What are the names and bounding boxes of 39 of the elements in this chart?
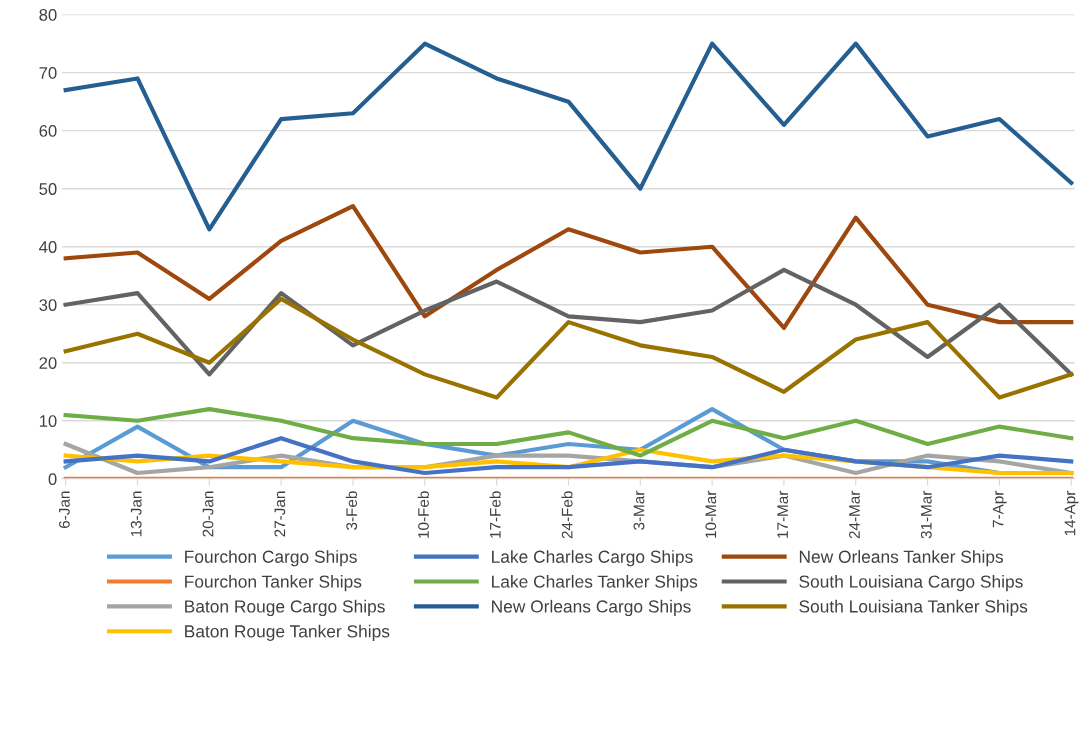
x-tick-label: 17-Mar — [777, 490, 789, 538]
x-tick-label: 3-Feb — [345, 491, 358, 530]
y-tick-label: 40 — [39, 241, 57, 253]
x-tick-label: 24-Mar — [849, 490, 860, 539]
y-tick-label: 60 — [39, 125, 57, 137]
x-tick-label: 7-Apr — [992, 490, 1007, 528]
legend-label: Baton Rouge Tanker Ships — [185, 624, 390, 641]
line-series — [63, 41, 1074, 232]
legend-label: New Orleans Tanker Ships — [799, 550, 1004, 567]
x-tick-label: 6-Jan — [58, 491, 70, 529]
legend-label: New Orleans Cargo Ships — [492, 599, 691, 617]
x-tick-label: 10-Mar — [705, 490, 717, 538]
legend-label: Lake Charles Tanker Ships — [492, 575, 698, 592]
legend-label: South Louisiana Cargo Ships — [799, 575, 1023, 592]
legend-label: Lake Charles Cargo Ships — [492, 550, 693, 567]
y-tick-label: 50 — [39, 183, 57, 195]
y-tick-label: 30 — [39, 299, 57, 311]
x-tick-label: 13-Jan — [130, 491, 142, 537]
x-tick-label: 3-Mar — [633, 490, 645, 530]
legend-label: Fourchon Tanker Ships — [185, 575, 362, 592]
y-tick-label: 0 — [48, 473, 57, 486]
x-tick-label: 10-Feb — [417, 491, 429, 538]
y-tick-label: 10 — [39, 415, 57, 427]
legend-label: Fourchon Cargo Ships — [185, 550, 357, 567]
line-series — [63, 296, 1074, 400]
x-tick-label: 17-Feb — [489, 491, 501, 538]
x-tick-label: 20-Jan — [202, 491, 214, 537]
x-tick-label: 27-Jan — [274, 491, 286, 537]
x-tick-label: 31-Mar — [920, 490, 932, 539]
line-series — [63, 267, 1074, 377]
legend-label: South Louisiana Tanker Ships — [799, 599, 1028, 617]
y-tick-label: 80 — [39, 9, 57, 21]
x-tick-label: 14-Apr — [1064, 490, 1079, 536]
y-tick-label: 70 — [39, 67, 57, 79]
x-tick-label: 24-Feb — [561, 491, 573, 539]
line-series — [63, 407, 1074, 458]
y-tick-label: 20 — [39, 357, 57, 369]
legend-label: Baton Rouge Cargo Ships — [185, 599, 385, 617]
line-series — [63, 204, 1074, 331]
